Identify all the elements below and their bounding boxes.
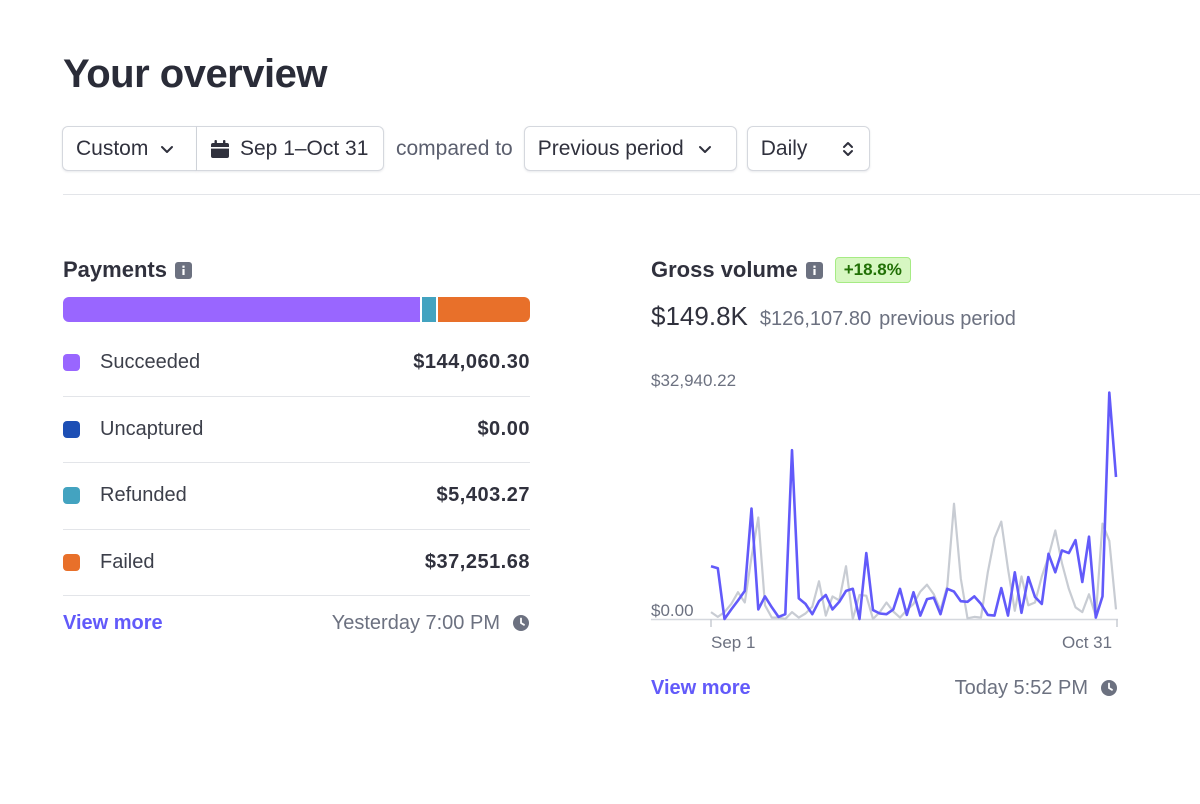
gross-volume-totals: $149.8K $126,107.80 previous period bbox=[651, 301, 1118, 332]
chevron-up-down-icon bbox=[842, 141, 853, 156]
compared-to-text: compared to bbox=[396, 136, 513, 160]
gross-volume-updated: Today 5:52 PM bbox=[955, 677, 1118, 700]
payments-legend: Succeeded $144,060.30 Uncaptured $0.00 Refun… bbox=[63, 330, 530, 596]
chevron-down-icon bbox=[698, 145, 711, 153]
gross-volume-chart: $32,940.22 $0.00 Sep 1 Oct 31 bbox=[651, 363, 1118, 663]
stacked-bar-segment-succeeded bbox=[63, 297, 423, 322]
legend-value: $37,251.68 bbox=[424, 550, 530, 573]
change-badge: +18.8% bbox=[834, 257, 911, 283]
page-title: Your overview bbox=[63, 52, 327, 96]
legend-swatch bbox=[63, 420, 80, 438]
section-divider bbox=[63, 194, 1200, 195]
legend-label: Succeeded bbox=[100, 351, 201, 374]
payments-card: Payments Succeeded $144,060.30 Uncaptured $… bbox=[63, 255, 530, 650]
stacked-bar-segment-failed bbox=[437, 297, 530, 322]
legend-swatch bbox=[63, 354, 80, 372]
date-range-group: Custom Sep 1–Oct 31 bbox=[62, 126, 384, 171]
legend-swatch bbox=[63, 553, 80, 571]
x-axis-end-label: Oct 31 bbox=[1062, 633, 1113, 652]
legend-row-failed: Failed $37,251.68 bbox=[63, 530, 530, 596]
legend-row-refunded: Refunded $5,403.27 bbox=[63, 463, 530, 530]
legend-value: $0.00 bbox=[477, 417, 530, 440]
gross-volume-total: $149.8K bbox=[651, 301, 748, 331]
y-axis-min-label: $0.00 bbox=[651, 601, 694, 620]
gross-volume-view-more-link[interactable]: View more bbox=[651, 676, 751, 699]
date-range-label: Sep 1–Oct 31 bbox=[240, 136, 369, 160]
legend-value: $5,403.27 bbox=[436, 484, 530, 507]
comparison-dropdown[interactable]: Previous period bbox=[523, 126, 737, 171]
previous-period-suffix: previous period bbox=[879, 308, 1016, 330]
payments-title: Payments bbox=[63, 257, 167, 282]
y-axis-max-label: $32,940.22 bbox=[651, 371, 737, 390]
line-chart-svg bbox=[651, 391, 1118, 627]
legend-label: Refunded bbox=[100, 484, 187, 507]
filter-bar: Custom Sep 1–Oct 31 compared to Previous… bbox=[62, 126, 870, 171]
previous-period-total: $126,107.80 bbox=[759, 308, 872, 330]
chevron-down-icon bbox=[161, 145, 174, 153]
clock-icon bbox=[513, 615, 529, 631]
range-preset-label: Custom bbox=[76, 136, 149, 160]
x-axis-start-label: Sep 1 bbox=[711, 633, 756, 652]
calendar-icon bbox=[211, 139, 229, 158]
date-range-picker[interactable]: Sep 1–Oct 31 bbox=[197, 126, 384, 171]
clock-icon bbox=[1101, 680, 1117, 696]
series-line-previous bbox=[710, 502, 1118, 621]
gross-volume-title: Gross volume bbox=[651, 257, 798, 282]
payments-footer: View more Yesterday 7:00 PM bbox=[63, 596, 530, 650]
legend-value: $144,060.30 bbox=[413, 351, 530, 374]
legend-row-succeeded: Succeeded $144,060.30 bbox=[63, 330, 530, 397]
interval-select[interactable]: Daily bbox=[746, 126, 870, 171]
interval-label: Daily bbox=[760, 136, 808, 160]
gross-volume-header: Gross volume +18.8% bbox=[651, 255, 1118, 285]
payments-updated: Yesterday 7:00 PM bbox=[332, 612, 530, 635]
series-line-current bbox=[710, 391, 1118, 621]
stacked-bar-segment-refunded bbox=[422, 297, 438, 322]
gross-volume-updated-text: Today 5:52 PM bbox=[954, 676, 1088, 699]
gross-volume-card: Gross volume +18.8% $149.8K $126,107.80 … bbox=[651, 255, 1118, 699]
legend-label: Failed bbox=[100, 550, 155, 573]
payments-header: Payments bbox=[63, 255, 530, 285]
payments-updated-text: Yesterday 7:00 PM bbox=[331, 611, 500, 634]
legend-row-uncaptured: Uncaptured $0.00 bbox=[63, 397, 530, 463]
payments-stacked-bar bbox=[63, 297, 530, 322]
legend-swatch bbox=[63, 487, 80, 505]
legend-label: Uncaptured bbox=[100, 417, 204, 440]
gross-volume-footer: View more Today 5:52 PM bbox=[651, 661, 1118, 715]
range-preset-dropdown[interactable]: Custom bbox=[62, 126, 197, 171]
comparison-label: Previous period bbox=[537, 136, 684, 160]
payments-view-more-link[interactable]: View more bbox=[63, 611, 163, 634]
info-icon[interactable] bbox=[805, 261, 823, 279]
info-icon[interactable] bbox=[174, 261, 192, 279]
